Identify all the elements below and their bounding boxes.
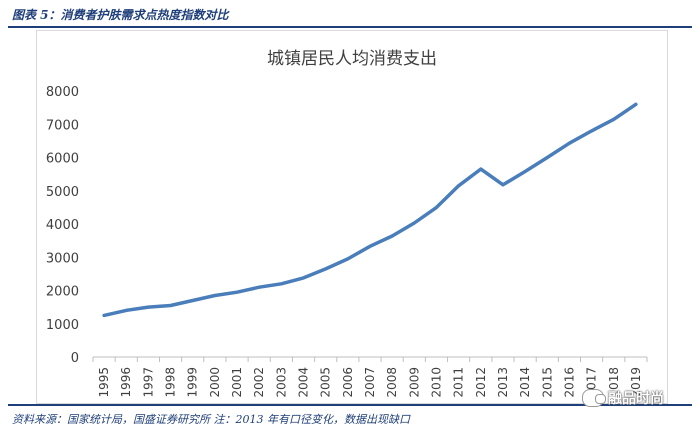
data-point — [523, 170, 527, 173]
data-point — [169, 304, 172, 307]
data-point — [346, 257, 350, 261]
y-tick-label: 7000 — [46, 118, 79, 133]
x-tick-label: 1997 — [141, 367, 155, 398]
x-tick-label: 2010 — [429, 367, 443, 398]
data-point — [147, 305, 150, 309]
x-tick-label: 1999 — [186, 367, 200, 398]
chart-title: 城镇居民人均消费支出 — [267, 49, 437, 69]
data-point — [479, 167, 482, 171]
data-point — [568, 142, 571, 145]
x-tick-label: 2016 — [562, 367, 576, 398]
figure-header: 图表 5：消费者护肤需求点热度指数对比 — [8, 4, 692, 28]
y-tick-label: 8000 — [46, 85, 79, 100]
data-point — [235, 290, 239, 294]
x-tick-label: 2002 — [252, 367, 266, 398]
x-tick-label: 2003 — [274, 367, 288, 398]
x-tick-label: 2018 — [607, 367, 621, 398]
watermark-text: 融品时尚 — [608, 391, 664, 407]
x-tick-label: 2008 — [385, 367, 399, 398]
data-point — [612, 118, 615, 121]
x-tick-label: 2015 — [540, 367, 554, 398]
x-tick-label: 2009 — [407, 367, 421, 398]
y-tick-label: 3000 — [46, 251, 79, 266]
x-tick-label: 2013 — [496, 367, 510, 398]
watermark: 融品时尚 — [582, 388, 664, 408]
data-point — [413, 221, 416, 225]
y-tick-label: 2000 — [46, 285, 79, 300]
x-tick-label: 1998 — [164, 367, 178, 398]
x-tick-label: 1996 — [119, 367, 133, 398]
chart-frame: 城镇居民人均消费支出 0 1000 2000 3000 4000 5000 6000 7000… — [36, 30, 668, 404]
wechat-icon — [582, 389, 606, 407]
x-tick-label: 2014 — [518, 367, 532, 398]
x-tick-label: 1995 — [97, 367, 111, 398]
x-tick-label: 2004 — [297, 367, 311, 398]
data-point — [390, 234, 394, 238]
data-point — [191, 299, 194, 302]
data-point — [302, 276, 305, 280]
figure-title: 图表 5：消费者护肤需求点热度指数对比 — [12, 8, 229, 22]
y-tick-label: 4000 — [46, 218, 79, 233]
y-tick-label: 6000 — [46, 152, 79, 167]
x-tick-label: 2019 — [629, 367, 643, 398]
data-point — [324, 267, 327, 271]
data-point — [102, 314, 106, 317]
source-note: 资料来源：国家统计局，国盛证券研究所 注：2013 年有口径变化，数据出现缺口 — [12, 413, 410, 426]
figure-footer: 资料来源：国家统计局，国盛证券研究所 注：2013 年有口径变化，数据出现缺口 — [8, 404, 692, 430]
x-tick-label: 2005 — [319, 367, 333, 398]
data-point — [213, 294, 217, 297]
x-tick-label: 2001 — [230, 367, 244, 398]
x-tick-label: 2006 — [341, 367, 355, 398]
x-tick-label: 2007 — [363, 367, 377, 398]
y-tick-label: 5000 — [46, 185, 79, 200]
data-point — [258, 285, 261, 289]
x-tick-label: 2000 — [208, 367, 222, 398]
data-point — [125, 309, 128, 312]
data-point — [590, 129, 593, 133]
data-point — [634, 103, 638, 106]
series-line — [102, 102, 638, 318]
x-tick-label: 2012 — [474, 367, 488, 398]
data-point — [457, 184, 460, 187]
data-point — [501, 183, 505, 186]
data-point — [435, 206, 438, 209]
data-point — [368, 245, 372, 248]
line-chart: 城镇居民人均消费支出 0 1000 2000 3000 4000 5000 6000 7000… — [46, 49, 648, 398]
data-point — [546, 156, 549, 159]
y-tick-label: 0 — [71, 351, 79, 366]
data-point — [280, 282, 283, 286]
x-tick-label: 2011 — [452, 367, 466, 398]
y-tick-label: 1000 — [46, 318, 79, 333]
